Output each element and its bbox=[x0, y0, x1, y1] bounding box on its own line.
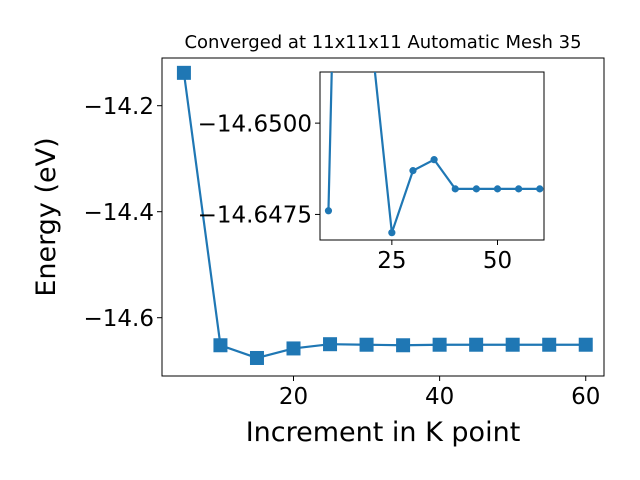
inset-series-group bbox=[324, 72, 544, 237]
inset-data-point bbox=[451, 185, 459, 193]
inset-data-point bbox=[430, 156, 438, 164]
main-x-tick-label: 40 bbox=[425, 384, 454, 410]
main-series bbox=[176, 65, 593, 365]
main-data-point bbox=[286, 341, 301, 356]
main-data-point bbox=[359, 337, 374, 352]
main-data-point bbox=[323, 337, 338, 352]
main-ticks: 20 40 60 −14.2 −14.4 −14.6 bbox=[84, 94, 601, 410]
main-data-point bbox=[432, 337, 447, 352]
main-data-point bbox=[542, 337, 557, 352]
inset-data-point bbox=[472, 185, 480, 193]
main-plot: 20 40 60 −14.2 −14.4 −14.6 Converged at 11x11… bbox=[31, 32, 605, 448]
inset-data-point bbox=[493, 185, 502, 193]
inset-x-tick-label: 25 bbox=[377, 248, 406, 274]
main-data-point bbox=[176, 65, 191, 80]
main-plot-frame bbox=[161, 57, 605, 377]
main-x-tick-label: 20 bbox=[279, 384, 308, 410]
inset-data-point bbox=[409, 167, 417, 175]
main-series-group bbox=[176, 65, 593, 365]
inset-x-tick-label: 50 bbox=[483, 248, 512, 274]
main-data-point bbox=[213, 338, 228, 353]
main-y-tick-label: −14.2 bbox=[84, 94, 154, 120]
x-axis-label: Increment in K point bbox=[246, 417, 521, 448]
y-axis-label: Energy (eV) bbox=[31, 137, 62, 296]
main-data-point bbox=[396, 338, 411, 353]
inset-series bbox=[324, 72, 544, 237]
inset-plot: 25 50 −14.6500 −14.6475 bbox=[198, 71, 545, 274]
inset-y-tick-label: −14.6475 bbox=[198, 203, 312, 229]
inset-y-tick-label: −14.6500 bbox=[198, 111, 312, 137]
main-y-tick-label: −14.6 bbox=[84, 306, 154, 332]
chart-title: Converged at 11x11x11 Automatic Mesh 35 bbox=[184, 32, 581, 53]
main-data-point bbox=[505, 337, 520, 352]
inset-data-point bbox=[388, 229, 396, 237]
main-y-tick-label: −14.4 bbox=[84, 200, 154, 226]
inset-data-point bbox=[324, 207, 333, 215]
inset-plot-frame bbox=[319, 71, 545, 241]
main-data-point bbox=[578, 337, 593, 352]
inset-data-point bbox=[536, 185, 544, 193]
main-data-point bbox=[249, 350, 264, 365]
inset-ticks: 25 50 −14.6500 −14.6475 bbox=[198, 111, 513, 274]
inset-data-point bbox=[515, 185, 523, 193]
main-x-tick-label: 60 bbox=[571, 384, 600, 410]
main-data-point bbox=[469, 337, 484, 352]
